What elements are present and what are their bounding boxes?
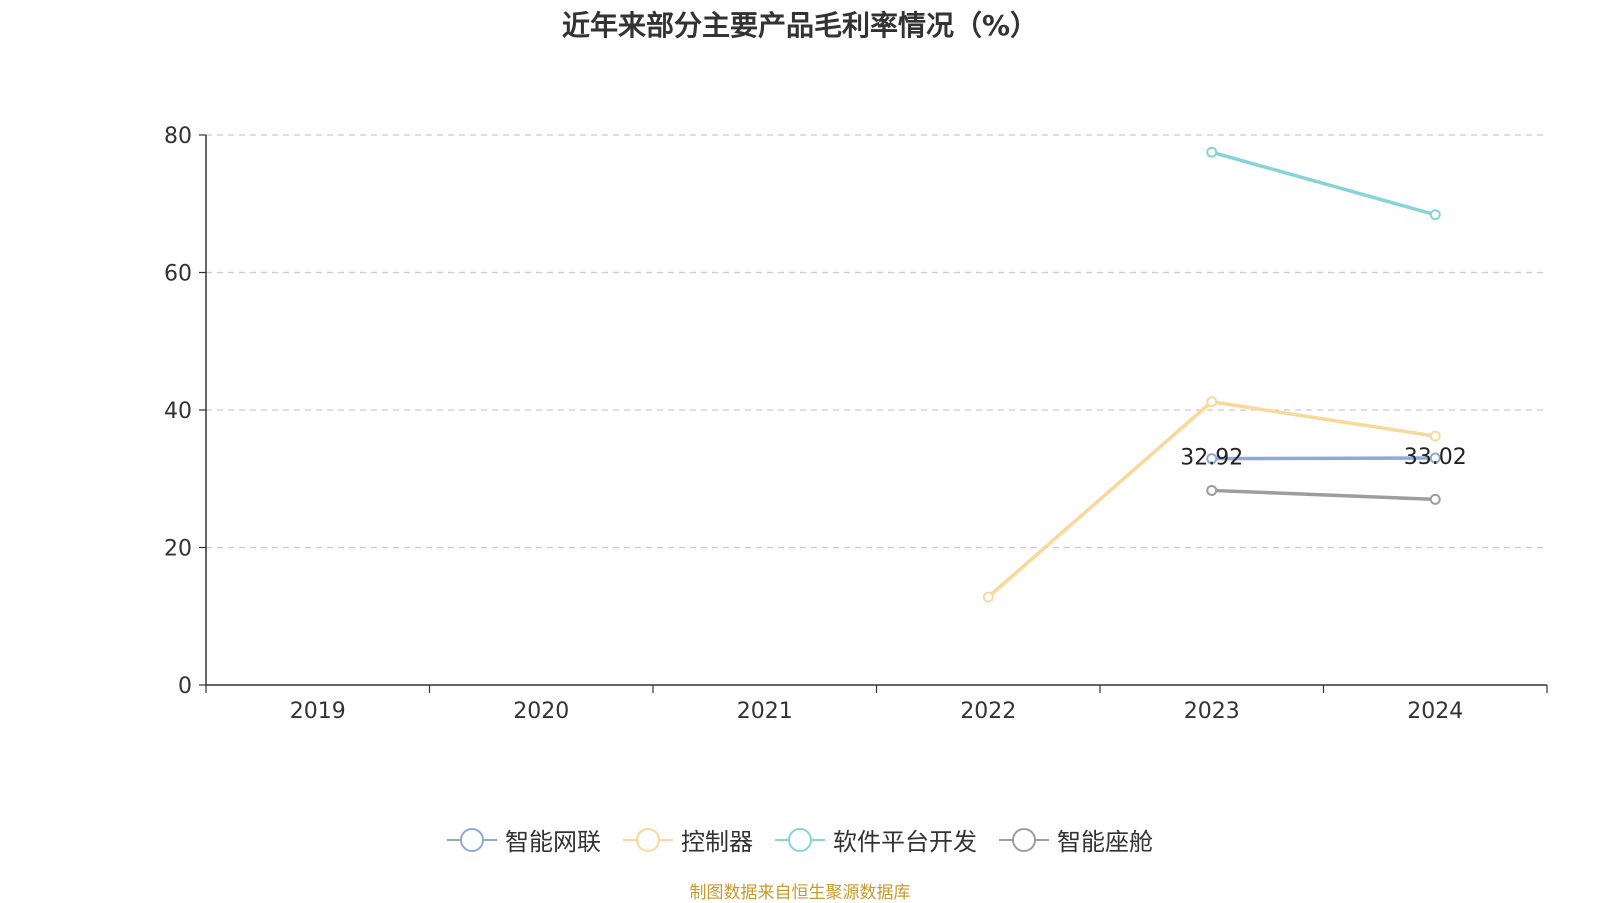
x-tick-label: 2019 xyxy=(290,699,346,724)
data-point xyxy=(1429,493,1441,505)
legend-item[interactable]: 软件平台开发 xyxy=(775,822,977,857)
x-tick-label: 2024 xyxy=(1407,699,1463,724)
y-tick-label: 80 xyxy=(164,124,192,149)
legend-label: 软件平台开发 xyxy=(833,828,977,856)
source-note: 制图数据来自恒生聚源数据库 xyxy=(689,883,911,903)
data-point xyxy=(1206,396,1218,408)
legend: 智能网联 控制器 软件平台开发 智能座舱 xyxy=(0,822,1600,857)
data-point xyxy=(982,591,994,603)
data-point xyxy=(1206,146,1218,158)
series-line xyxy=(1211,150,1436,217)
data-point xyxy=(1206,453,1218,465)
data-point xyxy=(1429,452,1441,464)
series-line xyxy=(987,400,1436,599)
legend-marker-icon xyxy=(447,827,497,852)
series-line xyxy=(1211,488,1436,502)
x-tick-label: 2020 xyxy=(513,699,569,724)
x-tick-label: 2023 xyxy=(1184,699,1240,724)
data-point xyxy=(1206,484,1218,496)
y-tick-label: 0 xyxy=(178,674,192,699)
legend-label: 智能网联 xyxy=(505,828,601,856)
x-tick-label: 2022 xyxy=(960,699,1016,724)
chart-title: 近年来部分主要产品毛利率情况（%） xyxy=(561,9,1039,42)
legend-marker-icon xyxy=(623,827,673,852)
y-tick-label: 40 xyxy=(164,399,192,424)
series-line xyxy=(1211,456,1436,461)
legend-item[interactable]: 智能网联 xyxy=(447,822,601,857)
legend-marker-icon xyxy=(775,827,825,852)
data-label: 33.02 xyxy=(1404,445,1467,470)
data-point xyxy=(1429,430,1441,442)
x-tick-label: 2021 xyxy=(737,699,793,724)
legend-label: 智能座舱 xyxy=(1057,828,1153,856)
y-tick-label: 60 xyxy=(164,262,192,287)
legend-item[interactable]: 智能座舱 xyxy=(999,822,1153,857)
line-chart: 0 20 40 60 80 2019 2020 2021 2022 2023 2024 32.92 33… xyxy=(164,124,1548,724)
legend-marker-icon xyxy=(999,827,1049,852)
legend-item[interactable]: 控制器 xyxy=(623,822,753,857)
legend-label: 控制器 xyxy=(681,828,753,856)
data-label: 32.92 xyxy=(1180,446,1243,471)
data-point xyxy=(1429,209,1441,221)
y-tick-label: 20 xyxy=(164,537,192,562)
